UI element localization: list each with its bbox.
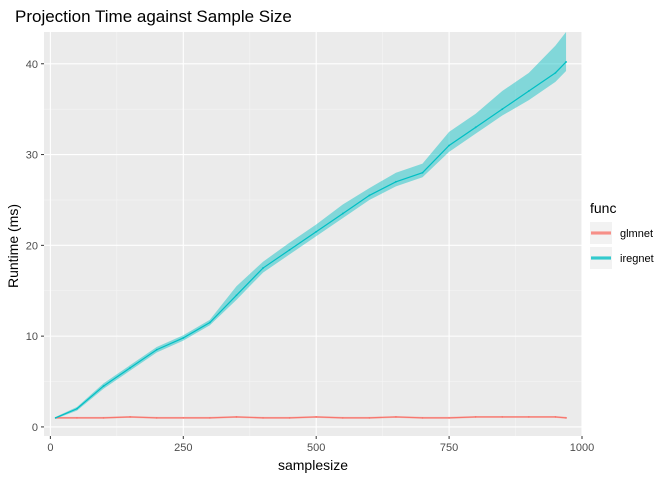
y-tick-label: 0 bbox=[32, 422, 38, 434]
iregnet-point bbox=[448, 144, 450, 147]
glmnet-point bbox=[368, 416, 371, 419]
y-tick-label: 40 bbox=[26, 59, 38, 71]
glmnet-point bbox=[315, 416, 318, 418]
y-tick-label: 10 bbox=[26, 331, 38, 343]
x-tick-label: 500 bbox=[307, 442, 325, 454]
y-axis-title: Runtime (ms) bbox=[5, 204, 21, 288]
glmnet-point bbox=[448, 416, 450, 419]
iregnet-point bbox=[155, 348, 158, 351]
legend-label-iregnet: iregnet bbox=[620, 253, 654, 265]
glmnet-point bbox=[208, 416, 211, 419]
x-tick-label: 250 bbox=[174, 442, 192, 454]
iregnet-point bbox=[341, 212, 344, 215]
iregnet-point bbox=[129, 367, 132, 369]
legend: func glmnet iregnet bbox=[590, 200, 654, 269]
glmnet-point bbox=[102, 416, 105, 419]
glmnet-point bbox=[395, 416, 397, 418]
glmnet-point bbox=[565, 416, 567, 419]
iregnet-point bbox=[474, 126, 477, 129]
chart-title: Projection Time against Sample Size bbox=[15, 7, 292, 26]
iregnet-point bbox=[315, 230, 318, 233]
y-tick-label: 20 bbox=[26, 240, 38, 252]
iregnet-point bbox=[182, 337, 185, 339]
x-axis: 0 250 500 750 1000 bbox=[47, 436, 594, 454]
x-axis-title: samplesize bbox=[278, 457, 348, 473]
iregnet-point bbox=[208, 321, 211, 324]
legend-title: func bbox=[590, 200, 616, 216]
iregnet-point bbox=[235, 294, 238, 297]
legend-label-glmnet: glmnet bbox=[620, 228, 653, 240]
glmnet-point bbox=[76, 416, 78, 419]
glmnet-point bbox=[554, 416, 557, 418]
y-tick-label: 30 bbox=[26, 150, 38, 162]
y-axis: 0 10 20 30 40 bbox=[26, 59, 44, 434]
series-lines bbox=[54, 61, 567, 419]
grid-major bbox=[44, 32, 583, 436]
glmnet-point bbox=[155, 416, 158, 419]
iregnet-point bbox=[395, 180, 397, 183]
glmnet-point bbox=[527, 416, 530, 418]
iregnet-point bbox=[262, 267, 264, 269]
iregnet-point bbox=[527, 90, 530, 92]
iregnet-point bbox=[554, 71, 557, 74]
glmnet-point bbox=[129, 416, 132, 418]
iregnet-point bbox=[421, 171, 424, 174]
iregnet-point bbox=[368, 194, 371, 197]
glmnet-point bbox=[341, 416, 344, 419]
iregnet-point bbox=[76, 407, 78, 410]
glmnet-point bbox=[501, 416, 504, 418]
glmnet-point bbox=[182, 416, 185, 419]
x-tick-label: 750 bbox=[440, 442, 458, 454]
iregnet-point bbox=[288, 248, 291, 251]
glmnet-point bbox=[421, 416, 424, 419]
glmnet-point bbox=[262, 416, 264, 419]
iregnet-point bbox=[102, 385, 105, 387]
x-tick-label: 1000 bbox=[570, 442, 594, 454]
iregnet-point bbox=[565, 61, 567, 63]
iregnet-point bbox=[501, 108, 504, 111]
glmnet-point bbox=[474, 416, 477, 418]
iregnet-point bbox=[54, 416, 57, 419]
glmnet-point bbox=[235, 416, 238, 418]
x-tick-label: 0 bbox=[47, 442, 53, 454]
grid-minor bbox=[44, 32, 582, 436]
glmnet-point bbox=[288, 416, 291, 419]
